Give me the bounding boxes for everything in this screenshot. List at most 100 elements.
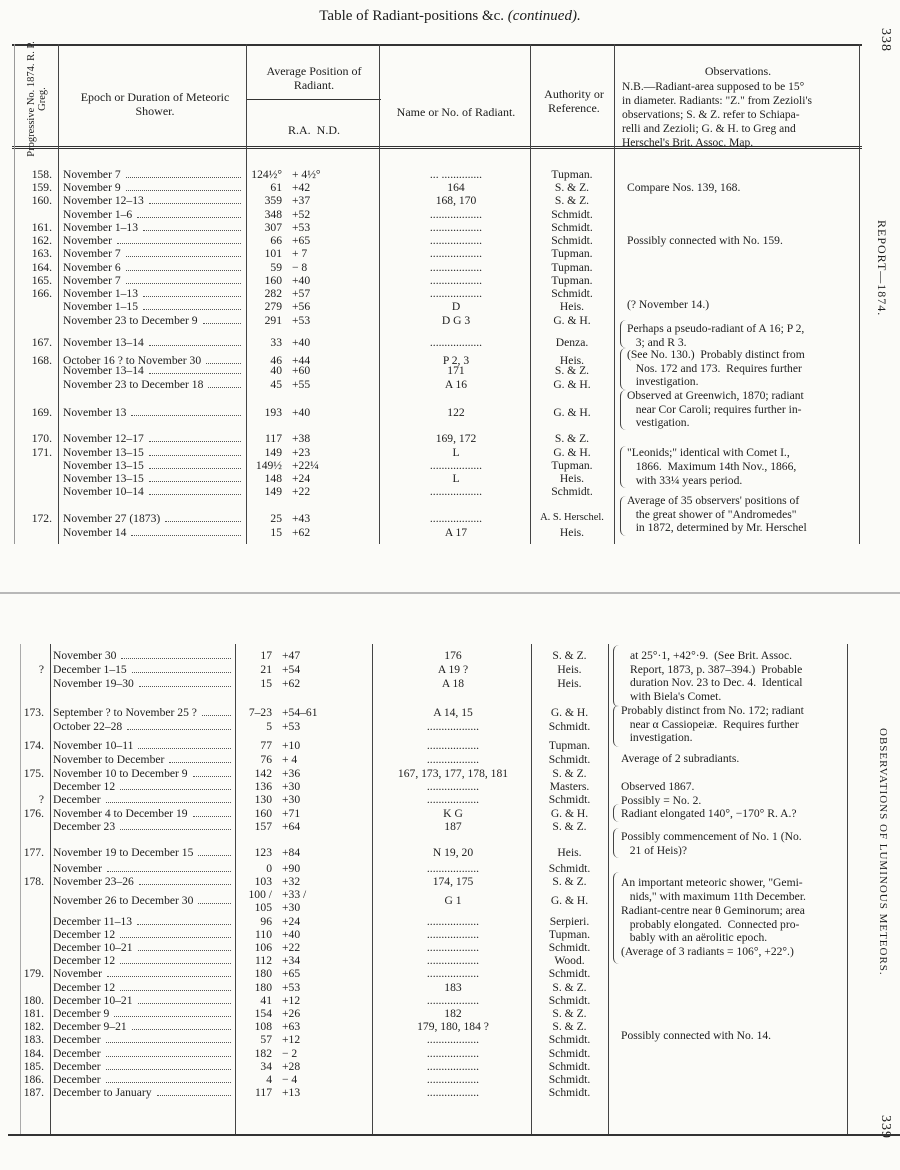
- radiant-name: ..................: [429, 247, 483, 260]
- ra-value: 291: [264, 314, 282, 327]
- epoch-cell: November 13–15: [63, 446, 243, 459]
- header-ra-nd: R.A. N.D.: [287, 123, 340, 137]
- epoch-cell: September ? to November 25 ?: [53, 706, 233, 719]
- ra-value: 282: [264, 287, 282, 300]
- authority: Schmidt.: [551, 485, 593, 498]
- ra-value: 112: [255, 954, 272, 967]
- authority: Heis.: [557, 846, 582, 859]
- observation-line: duration Nov. 23 to Dec. 4. Identical: [630, 676, 803, 689]
- epoch-text: December 10–21: [53, 941, 133, 954]
- observations-note-line: observations; S. & Z. refer to Schiapa-: [622, 109, 800, 121]
- nd-value: + 7: [292, 247, 308, 260]
- dot-leader: [169, 753, 231, 763]
- epoch-cell: November 10 to December 9: [53, 767, 233, 780]
- nd-value: +10: [282, 739, 301, 752]
- observation-line: vestigation.: [627, 416, 690, 429]
- authority: Serpieri.: [549, 915, 590, 928]
- epoch-cell: December 10–21: [53, 994, 233, 1007]
- authority: Heis.: [559, 472, 585, 485]
- ra-value: 76: [260, 753, 272, 766]
- ra-value: 123: [254, 846, 272, 859]
- rule: [608, 644, 609, 1134]
- authority: Tupman.: [551, 459, 593, 472]
- rule: [530, 44, 531, 544]
- nd-value: +12: [282, 1033, 301, 1046]
- ra-value: 100 / 105: [248, 888, 272, 914]
- nd-value: +40: [282, 928, 301, 941]
- dot-leader: [148, 364, 241, 374]
- authority: Schmidt.: [551, 221, 593, 234]
- nd-value: +22: [282, 941, 301, 954]
- radiant-name: ..................: [429, 234, 483, 247]
- nd-value: +56: [292, 300, 311, 313]
- ra-value: 307: [264, 221, 282, 234]
- epoch-text: November 19–30: [53, 677, 134, 690]
- progressive-no: 165.: [31, 274, 52, 287]
- rule: [12, 148, 862, 149]
- observation-line: the great shower of "Andromedes": [627, 508, 797, 521]
- authority: Schmidt.: [548, 941, 591, 954]
- brace: [613, 645, 619, 707]
- epoch-text: November 30: [53, 649, 117, 662]
- epoch-text: November 4 to December 19: [53, 807, 188, 820]
- dot-leader: [198, 894, 231, 904]
- epoch-text: November 10 to December 9: [53, 767, 188, 780]
- progressive-no: 180.: [23, 994, 44, 1007]
- ra-value: 101: [264, 247, 282, 260]
- authority: Heis.: [559, 354, 585, 367]
- observations-note-line: relli and Zezioli; G. & H. to Greg and: [622, 123, 796, 135]
- epoch-cell: November 1–15: [63, 300, 243, 313]
- epoch-text: November 23 to December 9: [63, 314, 198, 327]
- epoch-cell: November 10–14: [63, 485, 243, 498]
- ra-value: 157: [254, 820, 272, 833]
- epoch-text: November 7: [63, 247, 121, 260]
- authority: Schmidt.: [548, 1060, 591, 1073]
- authority: Tupman.: [551, 261, 593, 274]
- dot-leader: [143, 221, 241, 231]
- epoch-cell: December: [53, 1060, 233, 1073]
- epoch-text: December 12: [53, 981, 116, 994]
- rule: [12, 44, 862, 46]
- ra-value: 41: [260, 994, 272, 1007]
- ra-value: 348: [264, 208, 282, 221]
- rule: [14, 44, 15, 544]
- radiant-name: 164: [447, 181, 465, 194]
- running-head-bottom: OBSERVATIONS OF LUMINOUS METEORS.: [877, 728, 889, 976]
- ra-value: 59: [270, 261, 282, 274]
- dot-leader: [131, 526, 241, 536]
- epoch-cell: December 9–21: [53, 1020, 233, 1033]
- authority: Tupman.: [551, 168, 593, 181]
- ra-value: 180: [254, 981, 272, 994]
- radiant-name: 179, 180, 184 ?: [417, 1020, 489, 1033]
- ra-value: 149½: [255, 459, 282, 472]
- nd-value: +90: [282, 862, 301, 875]
- radiant-name: ..................: [426, 915, 480, 928]
- nd-value: +33 / +30: [282, 888, 307, 914]
- radiant-name: ..................: [426, 862, 480, 875]
- rule: [847, 644, 848, 1134]
- epoch-text: November 10–14: [63, 485, 144, 498]
- progressive-no: 167.: [31, 336, 52, 349]
- dot-leader: [114, 1007, 231, 1017]
- ra-value: 154: [254, 1007, 272, 1020]
- progressive-no: 174.: [23, 739, 44, 752]
- epoch-text: December 9–21: [53, 1020, 127, 1033]
- brace: [613, 872, 619, 964]
- authority: Schmidt.: [548, 720, 591, 733]
- dot-leader: [120, 820, 231, 830]
- ra-value: 136: [254, 780, 272, 793]
- scan-seam: [0, 592, 900, 594]
- observation-line: Possibly connected with No. 14.: [621, 1029, 772, 1042]
- authority: Schmidt.: [548, 994, 591, 1007]
- epoch-text: December: [53, 1073, 101, 1086]
- epoch-text: December: [53, 1060, 101, 1073]
- epoch-text: November 13–15: [63, 446, 144, 459]
- authority: Schmidt.: [551, 208, 593, 221]
- observation-line: Possibly = No. 2.: [621, 794, 702, 807]
- epoch-cell: November 7: [63, 168, 243, 181]
- epoch-cell: December: [53, 1073, 233, 1086]
- dot-leader: [120, 780, 231, 790]
- epoch-cell: October 16 ? to November 30: [63, 354, 243, 367]
- epoch-text: December to January: [53, 1086, 152, 1099]
- epoch-cell: November 26 to December 30: [53, 894, 233, 907]
